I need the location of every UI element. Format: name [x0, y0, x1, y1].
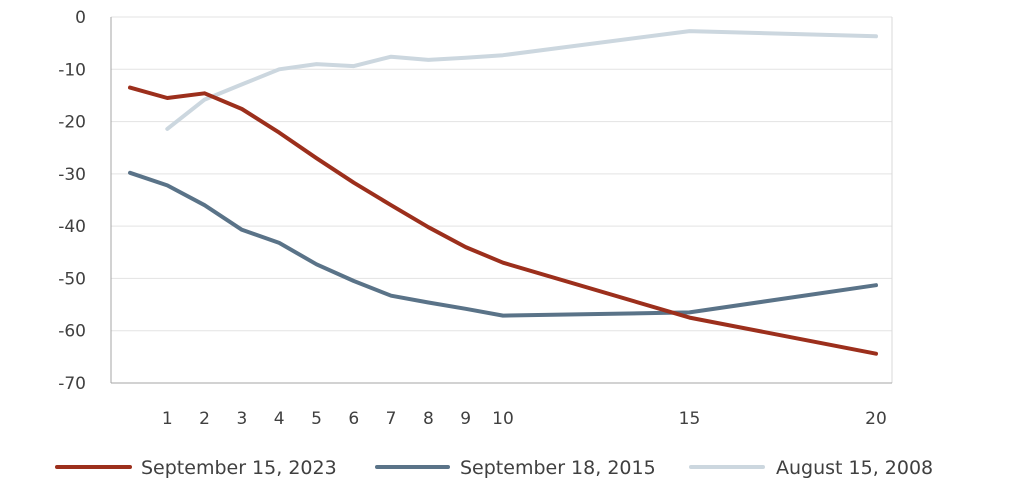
legend-item: September 18, 2015 — [375, 457, 656, 479]
legend-item: August 15, 2008 — [689, 457, 933, 479]
series-line-0 — [128, 85, 878, 356]
axes — [110, 17, 893, 384]
x-tick-label: 3 — [236, 409, 247, 429]
legend-item: September 15, 2023 — [55, 457, 337, 479]
series-lines — [128, 29, 878, 356]
x-tick-label: 2 — [199, 409, 210, 429]
x-tick-label: 5 — [311, 409, 322, 429]
y-tick-label: -60 — [58, 322, 86, 342]
y-tick-label: -40 — [58, 217, 86, 237]
x-tick-label: 4 — [274, 409, 285, 429]
x-tick-label: 9 — [460, 409, 471, 429]
y-tick-label: -20 — [58, 113, 86, 133]
legend-label: September 18, 2015 — [460, 457, 656, 479]
legend-label: August 15, 2008 — [776, 457, 933, 479]
gridlines — [111, 16, 892, 332]
x-tick-label: 7 — [386, 409, 397, 429]
x-tick-labels: 1 2 3 4 5 6 7 8 9 10 15 20 — [162, 409, 887, 429]
y-tick-label: -10 — [58, 60, 86, 80]
x-tick-label: 6 — [348, 409, 359, 429]
x-tick-label: 15 — [679, 409, 701, 429]
y-tick-labels: 0 -10 -20 -30 -40 -50 -60 -70 — [58, 8, 86, 394]
legend: September 15, 2023 September 18, 2015 Augu… — [55, 457, 933, 479]
x-tick-label: 10 — [492, 409, 514, 429]
x-tick-label: 20 — [865, 409, 887, 429]
y-tick-label: -70 — [58, 374, 86, 394]
y-tick-label: 0 — [75, 8, 86, 28]
x-tick-label: 1 — [162, 409, 173, 429]
series-line-1 — [128, 170, 878, 318]
y-tick-label: -30 — [58, 165, 86, 185]
x-tick-label: 8 — [423, 409, 434, 429]
series-line-2 — [165, 29, 878, 131]
y-tick-label: -50 — [58, 269, 86, 289]
legend-label: September 15, 2023 — [141, 457, 337, 479]
